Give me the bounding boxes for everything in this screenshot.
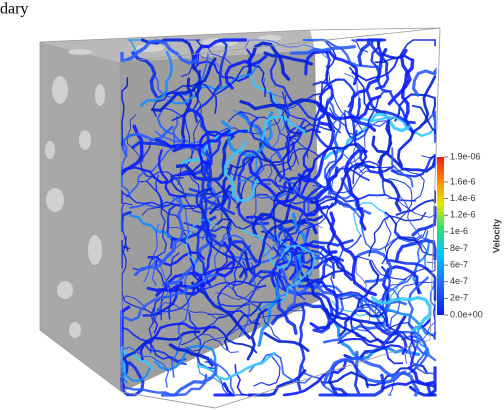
colorbar-title: Velocity [491, 219, 501, 253]
colorbar-tick-label: 2e-7 [450, 293, 468, 303]
streamline [397, 191, 436, 215]
colorbar-tick-label: 1.9e-06 [450, 151, 481, 161]
streamline [198, 353, 274, 380]
caption: dary [0, 1, 28, 18]
streamline [373, 137, 435, 171]
colorbar-tick-label: 1e-6 [450, 226, 468, 236]
colorbar [437, 157, 444, 315]
colorbar-tick-label: 1.4e-6 [450, 193, 476, 203]
colorbar-tick-label: 8e-7 [450, 243, 468, 253]
colorbar-axis: 1.9e-06 1.6e-6 1.4e-6 1.2e-6 1e-6 8e-7 6e-7 4e-… [444, 151, 483, 319]
figure: dary 1.9e-06 1.6e-6 1.4e-6 1.2e-6 1e-6 8e-7 6e… [0, 0, 504, 410]
colorbar-tick-label: 1.6e-6 [450, 176, 476, 186]
colorbar-tick-label: 0.0e+00 [450, 309, 483, 319]
colorbar-tick-label: 1.2e-6 [450, 210, 476, 220]
colorbar-tick-label: 4e-7 [450, 276, 468, 286]
colorbar-tick-label: 6e-7 [450, 259, 468, 269]
